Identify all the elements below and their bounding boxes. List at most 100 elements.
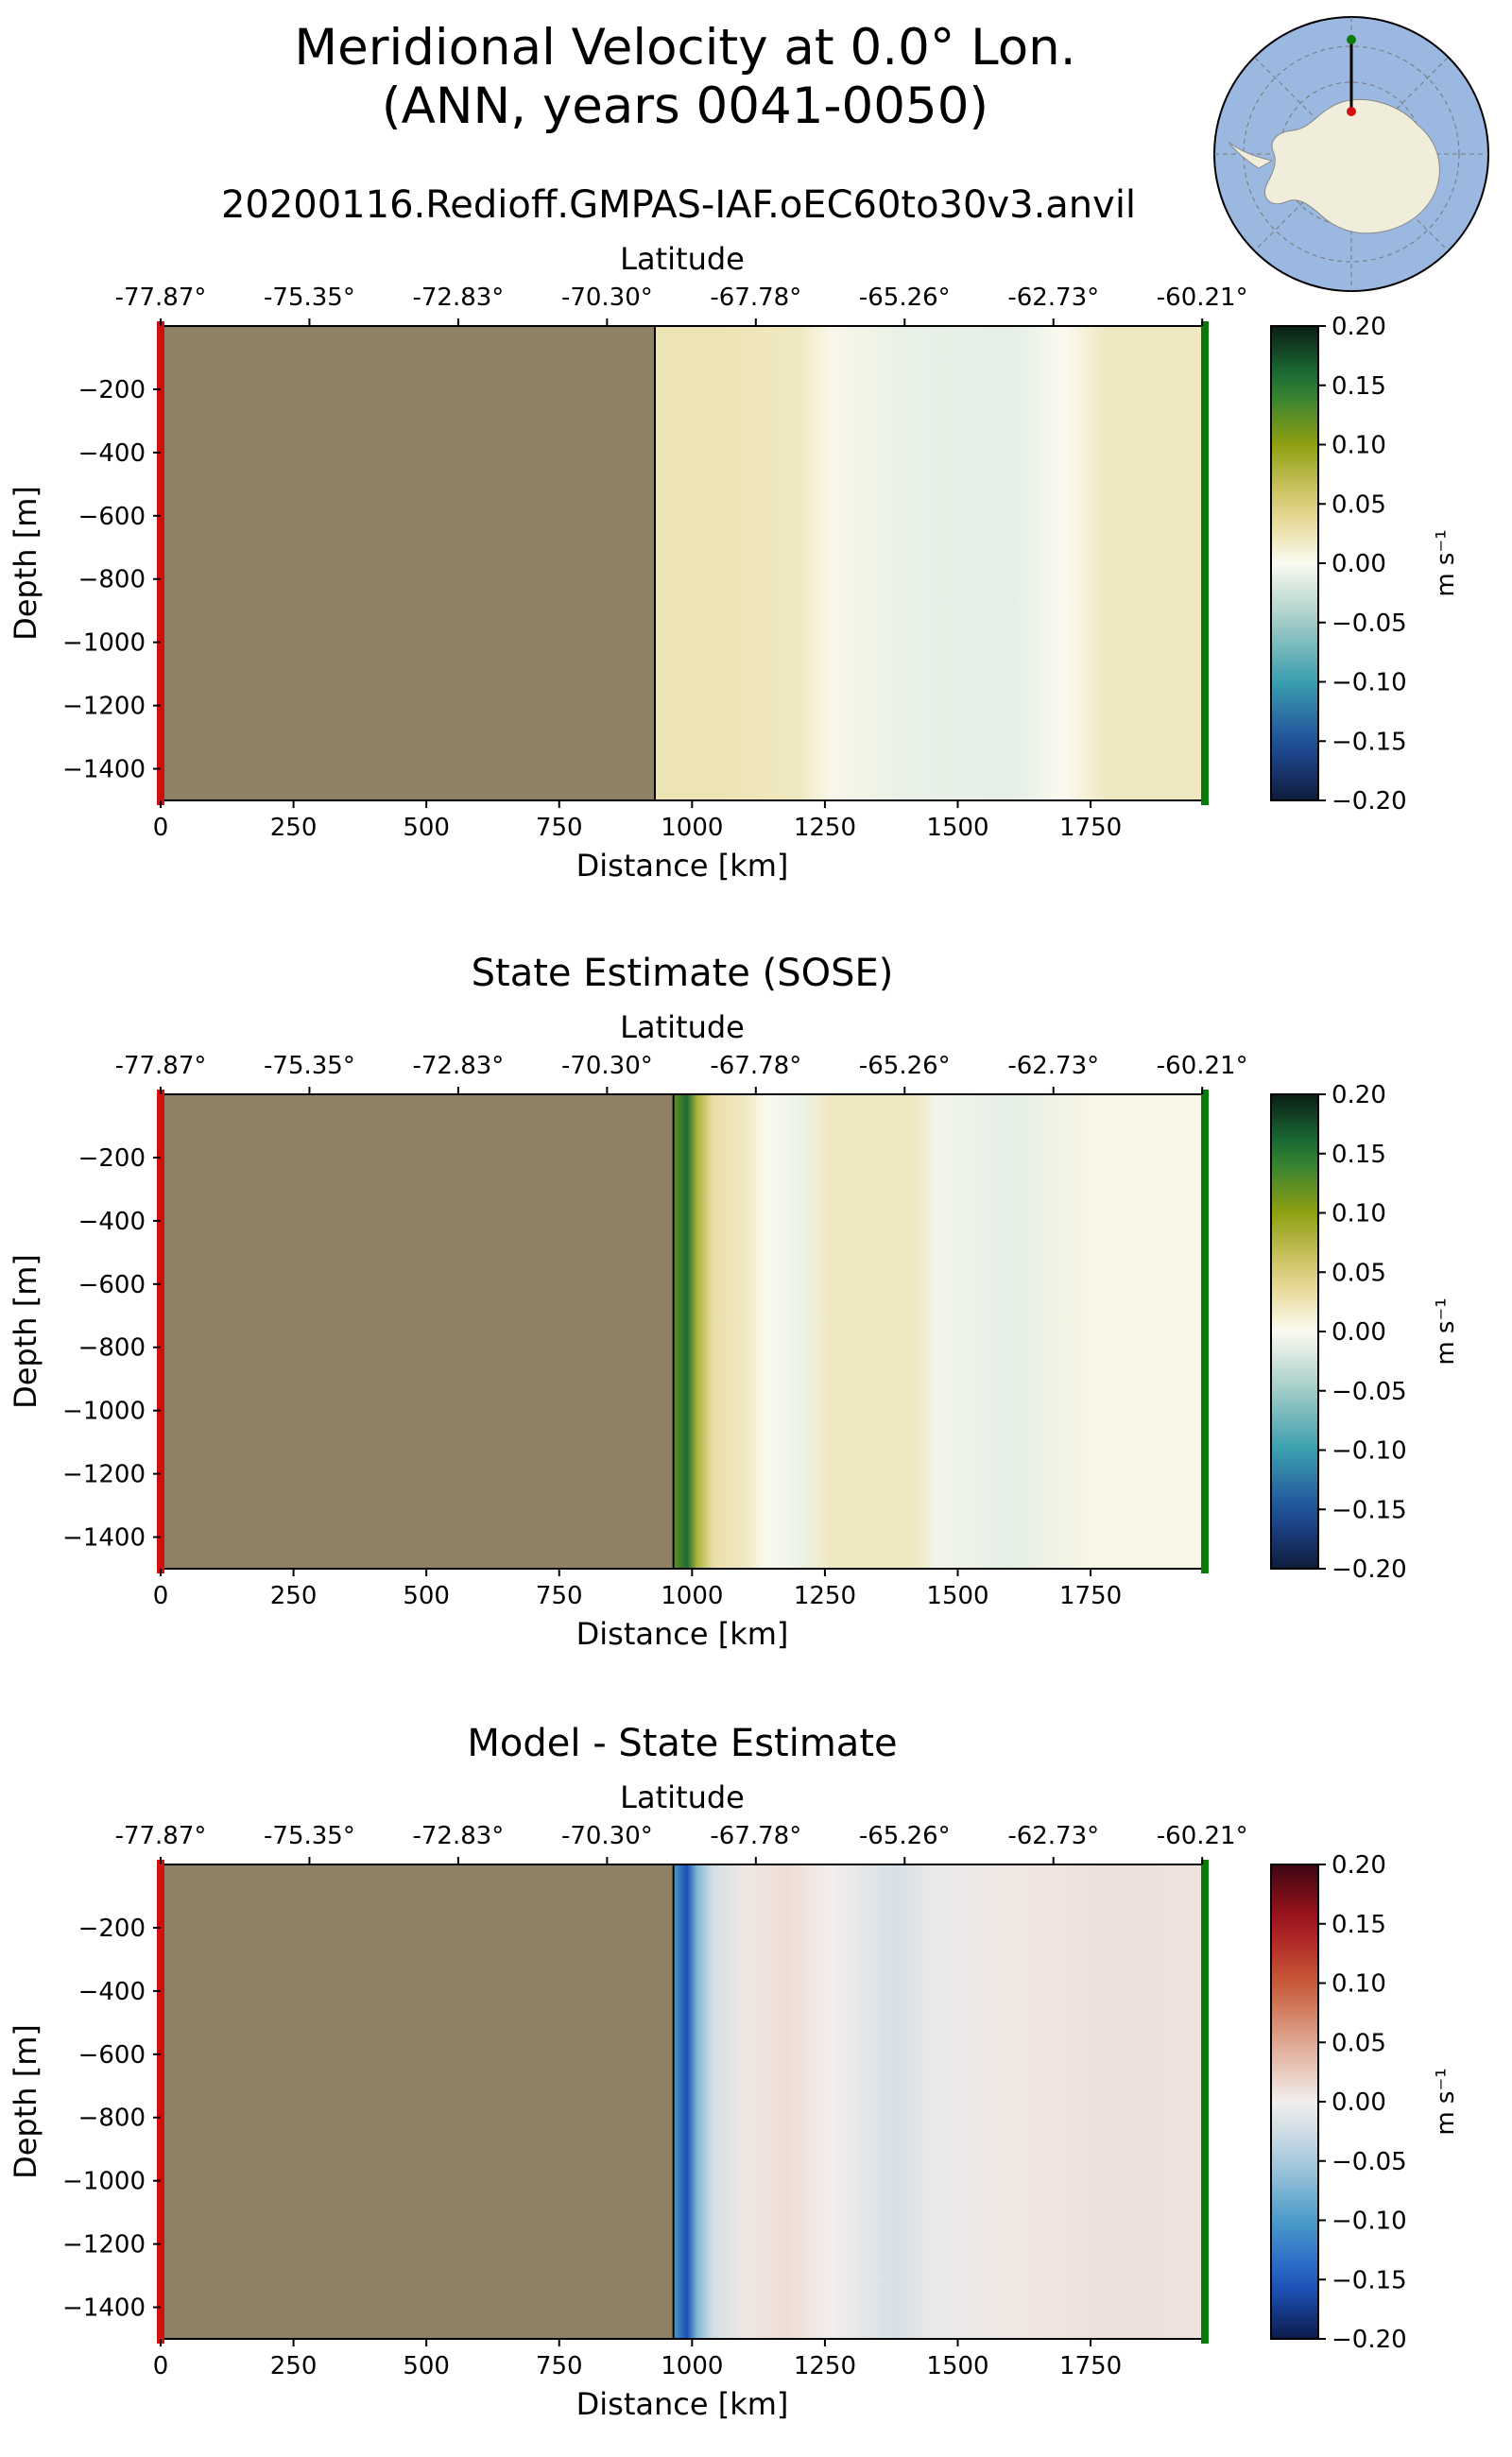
latitude-tick-label: -70.30°	[561, 284, 653, 312]
panel-title: State Estimate (SOSE)	[472, 952, 894, 995]
colorbar-tick-label: −0.10	[1332, 669, 1407, 697]
colorbar-tick-label: 0.05	[1332, 2029, 1386, 2057]
x-axis-label: Distance [km]	[576, 848, 789, 884]
x-tick-label: 1750	[1059, 2352, 1122, 2380]
x-tick-label: 1000	[661, 814, 723, 842]
y-axis-label: Depth [m]	[8, 2024, 43, 2179]
velocity-field	[673, 1864, 1205, 2339]
colorbar-tick-label: 0.20	[1332, 1081, 1386, 1109]
x-tick-label: 1750	[1059, 1582, 1122, 1610]
inset-map	[1213, 16, 1489, 292]
x-tick-label: 1500	[926, 2352, 988, 2380]
latitude-tick-label: -75.35°	[264, 1822, 355, 1850]
colorbar-tick-label: 0.20	[1332, 313, 1386, 341]
colorbar-tick-label: 0.10	[1332, 432, 1386, 460]
colorbar-tick-label: −0.05	[1332, 2148, 1407, 2176]
latitude-tick-label: -67.78°	[710, 1822, 801, 1850]
latitude-tick-label: -70.30°	[561, 1052, 653, 1080]
y-tick-label: −1000	[62, 1398, 146, 1426]
y-tick-label: −600	[78, 2041, 146, 2070]
y-tick-label: −1000	[62, 2168, 146, 2196]
inset-section-end-dot	[1347, 35, 1356, 44]
latitude-tick-label: -67.78°	[710, 284, 801, 312]
latitude-tick-label: -62.73°	[1007, 284, 1099, 312]
velocity-field	[673, 1094, 1205, 1569]
colorbar-tick-label: 0.05	[1332, 1259, 1386, 1287]
x-tick-label: 1000	[661, 2352, 723, 2380]
y-tick-label: −200	[78, 376, 146, 404]
panel-title: Model - State Estimate	[467, 1722, 897, 1765]
latitude-tick-label: -77.87°	[115, 284, 207, 312]
latitude-axis-label: Latitude	[620, 1009, 745, 1045]
x-tick-label: 250	[270, 2352, 318, 2380]
figure-title-line2: (ANN, years 0041-0050)	[382, 77, 988, 135]
y-tick-label: −1400	[62, 2294, 146, 2323]
latitude-tick-label: -77.87°	[115, 1052, 207, 1080]
x-tick-label: 750	[536, 1582, 583, 1610]
y-axis-label: Depth [m]	[8, 1254, 43, 1409]
y-tick-label: −800	[78, 1334, 146, 1363]
x-tick-label: 0	[153, 2352, 169, 2380]
inset-antarctica	[1264, 99, 1440, 234]
x-tick-label: 1500	[926, 814, 988, 842]
colorbar-tick-label: 0.15	[1332, 1911, 1386, 1939]
colorbar	[1270, 1093, 1319, 1570]
inset-antarctic-peninsula	[1228, 141, 1274, 169]
colorbar-tick-label: 0.10	[1332, 1970, 1386, 1999]
y-tick-label: −200	[78, 1915, 146, 1943]
velocity-field	[654, 326, 1205, 800]
x-tick-label: 1250	[794, 1582, 856, 1610]
figure-subtitle: 20200116.Redioff.GMPAS-IAF.oEC60to30v3.a…	[221, 183, 1136, 227]
latitude-tick-label: -65.26°	[859, 284, 951, 312]
x-tick-label: 1500	[926, 1582, 988, 1610]
panel-2: State Estimate (SOSE) 0 250 500 750 1000 1250 1…	[8, 952, 1460, 1652]
colorbar-tick-label: 0.15	[1332, 1141, 1386, 1169]
latitude-tick-label: -72.83°	[412, 1052, 504, 1080]
colorbar-tick-label: −0.05	[1332, 1378, 1407, 1406]
colorbar-tick-label: 0.00	[1332, 1318, 1386, 1347]
y-tick-label: −1400	[62, 1524, 146, 1553]
latitude-axis-label: Latitude	[620, 241, 745, 277]
colorbar-tick-label: 0.10	[1332, 1200, 1386, 1228]
latitude-tick-label: -60.21°	[1157, 1052, 1248, 1080]
y-tick-label: −800	[78, 2105, 146, 2133]
x-tick-label: 500	[403, 2352, 450, 2380]
latitude-tick-label: -72.83°	[412, 284, 504, 312]
latitude-tick-label: -62.73°	[1007, 1822, 1099, 1850]
y-tick-label: −400	[78, 1978, 146, 2006]
x-tick-label: 1000	[661, 1582, 723, 1610]
latitude-tick-label: -67.78°	[710, 1052, 801, 1080]
x-tick-label: 0	[153, 814, 169, 842]
colorbar-tick-label: −0.10	[1332, 1437, 1407, 1466]
colorbar-tick-label: −0.15	[1332, 1496, 1407, 1524]
colorbar-tick-label: 0.05	[1332, 490, 1386, 519]
panel-3: Model - State Estimate 0 250 500 750 1000 1250…	[8, 1722, 1460, 2422]
latitude-tick-label: -75.35°	[264, 1052, 355, 1080]
y-tick-label: −600	[78, 1271, 146, 1299]
colorbar-tick-label: −0.20	[1332, 2326, 1407, 2354]
x-tick-label: 750	[536, 2352, 583, 2380]
colorbar-tick-label: −0.20	[1332, 787, 1407, 816]
latitude-tick-label: -77.87°	[115, 1822, 207, 1850]
x-tick-label: 500	[403, 814, 450, 842]
latitude-tick-label: -75.35°	[264, 284, 355, 312]
colorbar-tick-label: −0.10	[1332, 2208, 1407, 2236]
latitude-axis-label: Latitude	[620, 1779, 745, 1815]
x-tick-label: 250	[270, 1582, 318, 1610]
y-tick-label: −800	[78, 566, 146, 594]
colorbar-tick-label: −0.15	[1332, 728, 1407, 756]
colorbar-label: m s⁻¹	[1432, 2068, 1460, 2135]
x-tick-label: 1750	[1059, 814, 1122, 842]
colorbar-tick-label: −0.20	[1332, 1555, 1407, 1584]
colorbar-tick-label: 0.15	[1332, 372, 1386, 401]
colorbar-tick-label: 0.20	[1332, 1851, 1386, 1880]
inset-section-start-dot	[1347, 107, 1356, 116]
colorbar-label: m s⁻¹	[1432, 529, 1460, 596]
land-mask	[161, 326, 655, 800]
y-tick-label: −1200	[62, 1461, 146, 1489]
x-axis-label: Distance [km]	[576, 1616, 789, 1652]
latitude-tick-label: -60.21°	[1157, 284, 1248, 312]
colorbar-tick-label: 0.00	[1332, 550, 1386, 578]
x-tick-label: 250	[270, 814, 318, 842]
